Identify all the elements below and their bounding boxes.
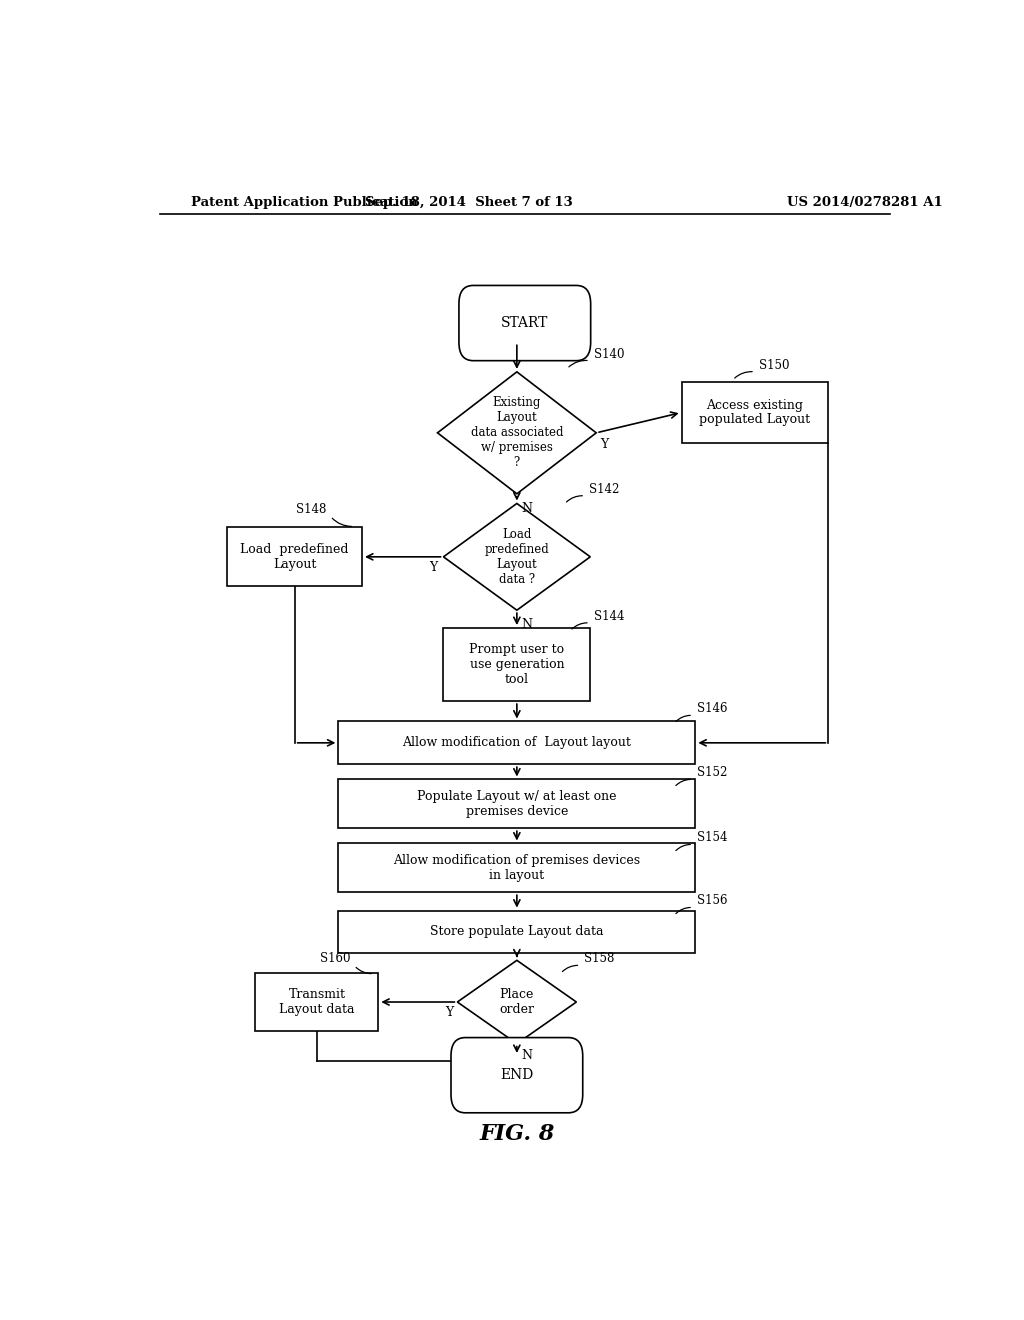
Text: S158: S158 — [585, 953, 614, 965]
Text: Y: Y — [445, 1006, 454, 1019]
Text: US 2014/0278281 A1: US 2014/0278281 A1 — [786, 195, 942, 209]
Text: Access existing
populated Layout: Access existing populated Layout — [699, 399, 811, 426]
FancyBboxPatch shape — [459, 285, 591, 360]
Text: Transmit
Layout data: Transmit Layout data — [280, 987, 354, 1016]
Text: Allow modification of premises devices
in layout: Allow modification of premises devices i… — [393, 854, 640, 882]
Text: N: N — [521, 1049, 532, 1061]
Text: Sep. 18, 2014  Sheet 7 of 13: Sep. 18, 2014 Sheet 7 of 13 — [366, 195, 573, 209]
Bar — [338, 843, 695, 892]
Bar — [443, 628, 590, 701]
Text: S148: S148 — [296, 503, 327, 516]
Text: Store populate Layout data: Store populate Layout data — [430, 925, 603, 939]
Bar — [255, 973, 379, 1031]
Polygon shape — [443, 503, 590, 610]
Text: Load
predefined
Layout
data ?: Load predefined Layout data ? — [484, 528, 549, 586]
Text: S142: S142 — [589, 483, 620, 496]
Text: Load  predefined
Layout: Load predefined Layout — [241, 543, 349, 570]
Bar — [338, 911, 695, 953]
Bar — [682, 381, 828, 444]
FancyBboxPatch shape — [451, 1038, 583, 1113]
Text: Existing
Layout
data associated
w/ premises
?: Existing Layout data associated w/ premi… — [471, 396, 563, 470]
Text: Place
order: Place order — [500, 987, 535, 1016]
Text: END: END — [501, 1068, 534, 1082]
Text: Populate Layout w/ at least one
premises device: Populate Layout w/ at least one premises… — [417, 789, 616, 818]
Polygon shape — [458, 961, 577, 1044]
Text: S152: S152 — [697, 767, 727, 779]
Text: S156: S156 — [697, 895, 727, 907]
Text: S146: S146 — [697, 702, 727, 715]
Text: Allow modification of  Layout layout: Allow modification of Layout layout — [402, 737, 632, 750]
Text: S150: S150 — [759, 359, 790, 372]
Bar — [338, 722, 695, 764]
Text: Prompt user to
use generation
tool: Prompt user to use generation tool — [469, 643, 564, 686]
Bar — [338, 779, 695, 828]
Text: START: START — [501, 315, 549, 330]
Text: S144: S144 — [594, 610, 625, 623]
Text: Y: Y — [600, 438, 608, 451]
Text: S140: S140 — [594, 347, 625, 360]
Text: N: N — [521, 618, 532, 631]
Text: S154: S154 — [697, 832, 727, 845]
Polygon shape — [437, 372, 596, 494]
Text: Patent Application Publication: Patent Application Publication — [191, 195, 418, 209]
Text: N: N — [521, 502, 532, 515]
Text: FIG. 8: FIG. 8 — [479, 1123, 555, 1146]
Bar — [227, 528, 362, 586]
Text: Y: Y — [429, 561, 437, 574]
Text: S160: S160 — [319, 953, 350, 965]
